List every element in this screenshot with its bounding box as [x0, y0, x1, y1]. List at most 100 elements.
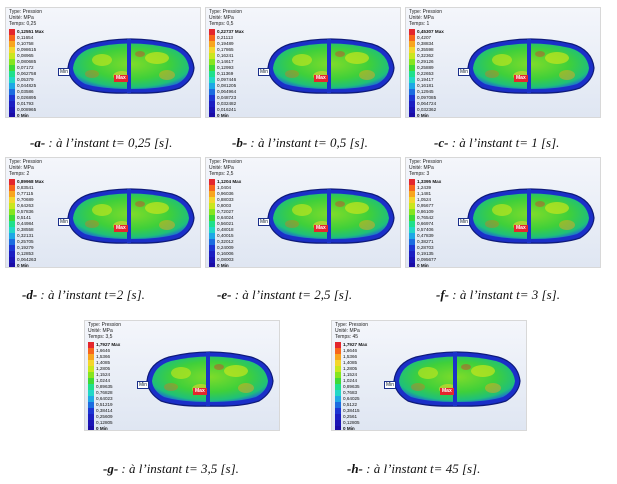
pressure-panel-h: Type: Pression Unité: MPa Temps: 45 1,7927 …	[331, 320, 527, 431]
legend-entry: 0 Min	[88, 426, 148, 430]
legend-value: 0 Min	[217, 263, 229, 268]
legend-value: 0 Min	[417, 113, 429, 118]
legend-swatch	[9, 203, 15, 209]
caption-label: -h-	[347, 461, 363, 476]
legend-swatch	[209, 107, 215, 113]
legend-value: 0,32012	[217, 239, 234, 244]
legend-entry: 0,026895	[9, 95, 69, 101]
legend-value: 0,32362	[417, 53, 434, 58]
max-marker: Max	[193, 388, 207, 395]
caption-text: : à l’instant t= 0,25 [s].	[45, 135, 173, 150]
legend-entry: 0,16006	[209, 251, 269, 257]
color-legend: 0,12551 Max 0,11654 0,10758 0,098615 0,08965…	[9, 29, 69, 117]
legend-swatch	[409, 113, 415, 117]
legend-value: 0,081205	[217, 83, 237, 88]
result-time: Temps: 0,25	[9, 21, 37, 27]
legend-swatch	[9, 89, 15, 95]
legend-swatch	[88, 348, 94, 354]
legend-value: 0,12945	[417, 89, 434, 94]
legend-swatch	[209, 179, 215, 185]
legend-entry: 0,95677	[409, 203, 469, 209]
legend-swatch	[409, 59, 415, 65]
legend-entry: 0,64024	[209, 215, 269, 221]
legend-value: 0,40015	[217, 233, 234, 238]
min-marker: Min	[458, 68, 471, 76]
legend-entry: 0,01793	[9, 101, 69, 107]
legend-value: 0,38558	[17, 227, 34, 232]
min-marker: Min	[137, 381, 150, 389]
legend-entry: 0,32131	[9, 233, 69, 239]
legend-swatch	[335, 378, 341, 384]
legend-value: 0,032362	[417, 107, 437, 112]
result-time: Temps: 0,5	[209, 21, 234, 27]
legend-swatch	[209, 185, 215, 191]
legend-swatch	[409, 197, 415, 203]
legend-value: 0,064263	[17, 257, 37, 262]
legend-entry: 0,048723	[209, 95, 269, 101]
legend-value: 0,098615	[17, 47, 37, 52]
legend-entry: 0,19489	[209, 41, 269, 47]
legend-entry: 0 Min	[335, 426, 395, 430]
legend-swatch	[409, 35, 415, 41]
legend-entry: 1,4085	[335, 360, 395, 366]
legend-swatch	[9, 197, 15, 203]
legend-value: 0,5122	[343, 402, 358, 407]
legend-swatch	[88, 402, 94, 408]
legend-value: 0,17865	[217, 47, 234, 52]
result-type: Type: Pression	[9, 159, 43, 165]
caption-label: -f-	[436, 287, 449, 302]
result-unit: Unité: MPa	[409, 165, 434, 171]
legend-entry: 0 Min	[9, 113, 69, 117]
legend-swatch	[9, 245, 15, 251]
legend-value: 0,12805	[96, 420, 113, 425]
legend-entry: 0,38414	[88, 408, 148, 414]
color-legend: 1,3395 Max 1,2439 1,1481 1,0524 0,95677 0,861…	[409, 179, 469, 267]
legend-entry: 0 Min	[209, 113, 269, 118]
legend-value: 0,48018	[217, 227, 234, 232]
legend-value: 0,5141	[17, 215, 32, 220]
result-unit: Unité: MPa	[409, 15, 434, 21]
legend-value: 0,89968 Max	[17, 179, 44, 184]
legend-value: 0,19417	[417, 77, 434, 82]
legend-entry: 1,5366	[88, 354, 148, 360]
legend-swatch	[409, 29, 415, 35]
legend-value: 0 Min	[217, 113, 229, 118]
legend-swatch	[88, 378, 94, 384]
legend-value: 0,38415	[343, 408, 360, 413]
legend-swatch	[409, 89, 415, 95]
legend-swatch	[209, 191, 215, 197]
legend-value: 0,38414	[96, 408, 113, 413]
legend-swatch	[209, 77, 215, 83]
legend-entry: 1,2805	[88, 366, 148, 372]
legend-value: 0,64024	[217, 215, 234, 220]
legend-swatch	[9, 209, 15, 215]
legend-entry: 0,32012	[209, 239, 269, 245]
result-type: Type: Pression	[335, 322, 369, 328]
legend-swatch	[335, 396, 341, 402]
legend-swatch	[409, 239, 415, 245]
legend-swatch	[88, 420, 94, 426]
legend-swatch	[88, 360, 94, 366]
legend-value: 0,29126	[417, 59, 434, 64]
pressure-panel-d: Type: Pression Unité: MPa Temps: 2 0,89968 …	[5, 157, 201, 268]
brake-pad-contour	[467, 188, 595, 244]
legend-entry: 1,2805	[335, 366, 395, 372]
legend-entry: 0,064724	[409, 101, 469, 107]
legend-value: 0,95677	[417, 203, 434, 208]
legend-entry: 0,8003	[209, 203, 269, 209]
legend-swatch	[9, 215, 15, 221]
legend-entry: 0,25705	[9, 239, 69, 245]
legend-value: 0,7683	[343, 390, 358, 395]
legend-value: 1,5366	[96, 354, 111, 359]
panel-header: Type: Pression Unité: MPa Temps: 0,5	[209, 9, 242, 27]
legend-entry: 0,080685	[9, 59, 69, 65]
legend-value: 0,38271	[417, 239, 434, 244]
pressure-panel-e: Type: Pression Unité: MPa Temps: 2,5 1,1204…	[205, 157, 401, 268]
legend-swatch	[9, 227, 15, 233]
legend-value: 0,51219	[96, 402, 113, 407]
figure-caption-f: -f- : à l’instant t= 3 [s].	[436, 287, 560, 303]
pressure-panel-a: Type: Pression Unité: MPa Temps: 0,25 0,125…	[5, 7, 201, 118]
legend-swatch	[9, 71, 15, 77]
legend-entry: 0,05379	[9, 77, 69, 83]
pressure-panel-c: Type: Pression Unité: MPa Temps: 1 0,45307 …	[405, 7, 601, 118]
